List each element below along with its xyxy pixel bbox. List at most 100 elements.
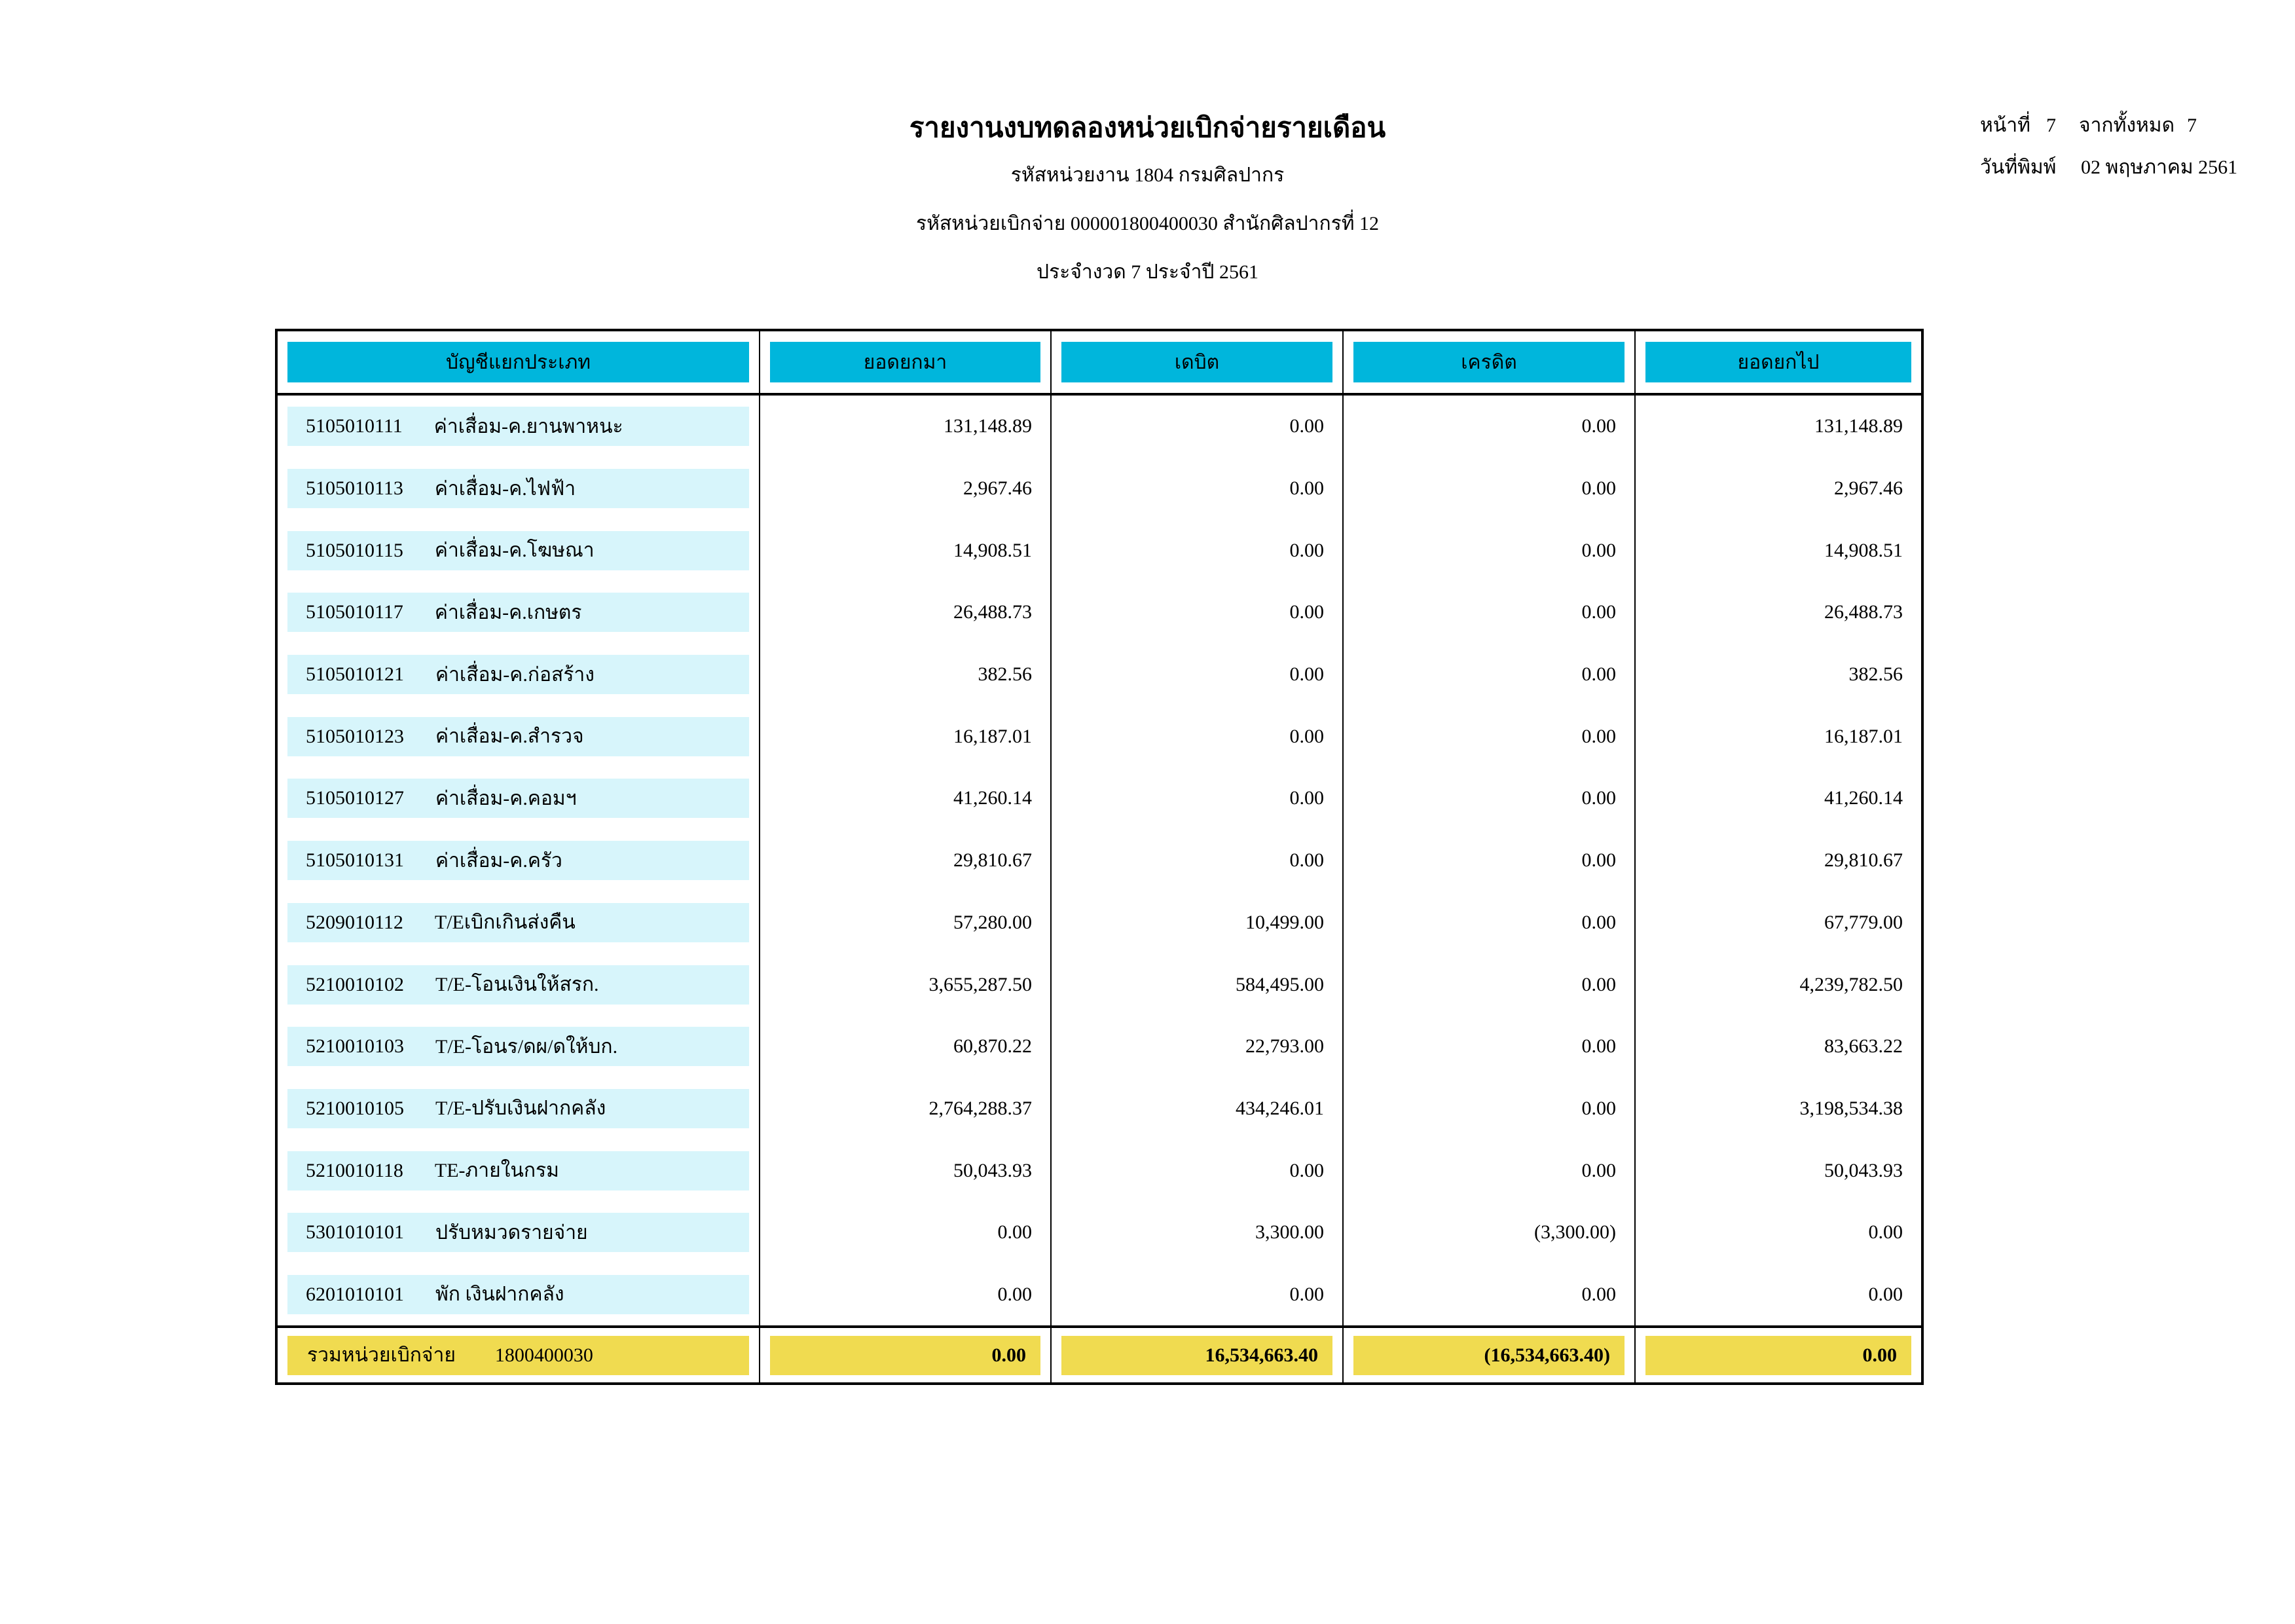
table-row: 5209010112 T/Eเบิกเกินส่งคืน 57,280.00 1… [278,891,1921,954]
table-row: 5210010105 T/E-ปรับเงินฝากคลัง 2,764,288… [278,1077,1921,1140]
carried-forward-cell: 131,148.89 [1634,396,1921,458]
account-band: 5301010101 ปรับหมวดรายจ่าย [287,1213,749,1253]
credit-cell: 0.00 [1342,705,1634,768]
account-code: 5301010101 [306,1221,404,1244]
credit-cell: 0.00 [1342,457,1634,520]
table-row: 5105010123 ค่าเสื่อม-ค.สำรวจ 16,187.01 0… [278,705,1921,768]
page-number-label: หน้าที่ [1980,115,2030,136]
carried-forward-cell: 382.56 [1634,643,1921,706]
account-cell: 5105010127 ค่าเสื่อม-ค.คอมฯ [278,767,759,830]
account-cell: 5105010117 ค่าเสื่อม-ค.เกษตร [278,581,759,644]
credit-cell: 0.00 [1342,396,1634,458]
account-name: ค่าเสื่อม-ค.สำรวจ [435,726,584,748]
account-band: 5105010131 ค่าเสื่อม-ค.ครัว [287,841,749,881]
period-line: ประจำงวด 7 ประจำปี 2561 [1037,261,1258,283]
brought-forward-cell: 41,260.14 [759,767,1050,830]
carried-forward-cell: 4,239,782.50 [1634,953,1921,1016]
account-code: 5105010123 [306,725,404,747]
account-cell: 5209010112 T/Eเบิกเกินส่งคืน [278,892,759,954]
header-cell-debit: เดบิต [1050,331,1342,393]
account-band: 5210010102 T/E-โอนเงินให้สรก. [287,965,749,1005]
account-band: 5210010118 TE-ภายในกรม [287,1151,749,1190]
carried-forward-cell: 0.00 [1634,1263,1921,1326]
agency-line: รหัสหน่วยงาน 1804 กรมศิลปากร [1010,164,1285,186]
brought-forward-cell: 16,187.01 [759,705,1050,768]
account-cell: 5105010121 ค่าเสื่อม-ค.ก่อสร้าง [278,644,759,706]
account-band: 5210010105 T/E-ปรับเงินฝากคลัง [287,1088,749,1128]
debit-cell: 0.00 [1050,705,1342,768]
total-brought-forward-cell: 0.00 [759,1328,1050,1383]
account-cell: 5105010113 ค่าเสื่อม-ค.ไฟฟ้า [278,458,759,520]
brought-forward-cell: 0.00 [759,1263,1050,1326]
header-cell-account: บัญชีแยกประเภท [278,331,759,393]
table-row: 5105010113 ค่าเสื่อม-ค.ไฟฟ้า 2,967.46 0.… [278,457,1921,520]
account-band: 5105010127 ค่าเสื่อม-ค.คอมฯ [287,779,749,819]
header-cell-carried-forward: ยอดยกไป [1634,331,1921,393]
debit-cell: 10,499.00 [1050,891,1342,954]
table-row: 5105010121 ค่าเสื่อม-ค.ก่อสร้าง 382.56 0… [278,643,1921,706]
header-cell-brought-forward: ยอดยกมา [759,331,1050,393]
account-code: 5105010121 [306,663,404,686]
account-name: T/E-โอนร/ดผ/ดให้บก. [435,1035,618,1058]
table-body: 5105010111 ค่าเสื่อม-ค.ยานพาหนะ 131,148.… [278,396,1921,1326]
total-brought-forward-value: 0.00 [770,1335,1040,1375]
brought-forward-cell: 14,908.51 [759,519,1050,582]
total-label-cell: รวมหน่วยเบิกจ่าย 1800400030 [278,1328,759,1382]
account-name: ค่าเสื่อม-ค.เกษตร [434,601,582,623]
account-code: 5209010112 [306,911,403,933]
credit-cell: 0.00 [1342,891,1634,954]
debit-cell: 0.00 [1050,396,1342,458]
credit-cell: (3,300.00) [1342,1201,1634,1264]
table-row: 5301010101 ปรับหมวดรายจ่าย 0.00 3,300.00… [278,1201,1921,1264]
account-name: T/E-ปรับเงินฝากคลัง [435,1098,606,1120]
table-row: 5210010118 TE-ภายในกรม 50,043.93 0.00 0.… [278,1139,1921,1202]
account-name: ค่าเสื่อม-ค.โฆษณา [434,540,595,562]
total-label: รวมหน่วยเบิกจ่าย [307,1344,456,1367]
carried-forward-cell: 16,187.01 [1634,705,1921,768]
account-cell: 6201010101 พัก เงินฝากคลัง [278,1264,759,1326]
debit-cell: 0.00 [1050,1139,1342,1202]
account-name: T/Eเบิกเกินส่งคืน [434,912,576,934]
account-name: ค่าเสื่อม-ค.ก่อสร้าง [435,663,595,686]
credit-cell: 0.00 [1342,519,1634,582]
total-credit-cell: (16,534,663.40) [1342,1328,1634,1383]
credit-cell: 0.00 [1342,767,1634,830]
header-band-credit: เครดิต [1353,342,1625,382]
account-code: 5210010103 [306,1035,404,1058]
account-code: 5210010118 [306,1159,403,1181]
header-cell-credit: เครดิต [1342,331,1634,393]
total-credit-value: (16,534,663.40) [1353,1335,1625,1375]
table-row: 5105010115 ค่าเสื่อม-ค.โฆษณา 14,908.51 0… [278,519,1921,582]
carried-forward-cell: 67,779.00 [1634,891,1921,954]
debit-cell: 0.00 [1050,457,1342,520]
account-band: 5105010117 ค่าเสื่อม-ค.เกษตร [287,593,749,633]
table-row: 5105010127 ค่าเสื่อม-ค.คอมฯ 41,260.14 0.… [278,767,1921,830]
brought-forward-cell: 2,967.46 [759,457,1050,520]
brought-forward-cell: 3,655,287.50 [759,953,1050,1016]
account-code: 5210010102 [306,973,404,995]
account-name: ค่าเสื่อม-ค.ยานพาหนะ [433,415,623,437]
credit-cell: 0.00 [1342,1263,1634,1326]
table-header-row: บัญชีแยกประเภท ยอดยกมา เดบิต เครดิต ยอดย… [278,331,1921,396]
account-cell: 5210010103 T/E-โอนร/ดผ/ดให้บก. [278,1016,759,1078]
account-code: 5210010105 [306,1097,404,1119]
disbursement-unit-line: รหัสหน่วยเบิกจ่าย 000001800400030 สำนักศ… [915,213,1380,234]
total-pages-value: 7 [2187,115,2197,136]
account-band: 5105010111 ค่าเสื่อม-ค.ยานพาหนะ [287,407,749,447]
header-band-brought-forward: ยอดยกมา [770,342,1040,382]
table-row: 5105010117 ค่าเสื่อม-ค.เกษตร 26,488.73 0… [278,581,1921,644]
credit-cell: 0.00 [1342,1139,1634,1202]
header-band-account: บัญชีแยกประเภท [287,342,749,382]
total-carried-forward-cell: 0.00 [1634,1328,1921,1383]
credit-cell: 0.00 [1342,953,1634,1016]
account-code: 5105010111 [306,415,403,437]
account-cell: 5210010102 T/E-โอนเงินให้สรก. [278,953,759,1016]
total-label-band: รวมหน่วยเบิกจ่าย 1800400030 [287,1335,749,1375]
total-debit-cell: 16,534,663.40 [1050,1328,1342,1383]
debit-cell: 434,246.01 [1050,1077,1342,1140]
account-code: 5105010115 [306,539,403,561]
account-band: 6201010101 พัก เงินฝากคลัง [287,1274,749,1314]
account-name: พัก เงินฝากคลัง [435,1283,564,1306]
account-cell: 5105010131 ค่าเสื่อม-ค.ครัว [278,830,759,892]
